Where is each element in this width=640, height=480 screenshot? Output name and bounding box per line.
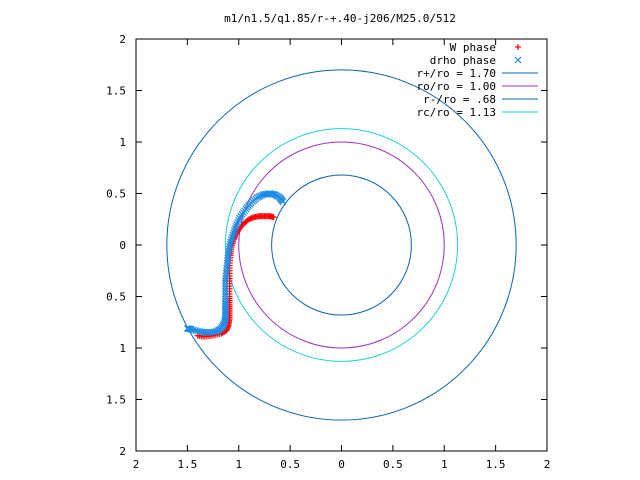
data-point [233, 220, 241, 228]
data-points [183, 190, 287, 340]
data-point [232, 223, 240, 230]
chart-title: m1/n1.5/q1.85/r-+.40-j206/M25.0/512 [224, 12, 456, 25]
legend-label: rc/ro = 1.13 [417, 106, 496, 119]
y-tick-label: 1.5 [106, 85, 126, 98]
data-point [222, 275, 230, 282]
data-point [235, 216, 243, 224]
data-point [229, 231, 237, 239]
data-point [219, 329, 226, 336]
data-point [234, 218, 242, 226]
x-tick-label: 2 [544, 458, 551, 471]
y-tick-label: 0.5 [106, 188, 126, 201]
circle-3 [224, 128, 459, 362]
x-tick-label: 1.5 [177, 458, 197, 471]
legend-label: r+/ro = 1.70 [417, 67, 496, 80]
circle-1 [238, 141, 445, 349]
data-point [231, 225, 239, 232]
data-point [221, 290, 229, 298]
legend-marker [514, 56, 522, 64]
data-point [230, 229, 238, 237]
x-tick-label: 1 [235, 458, 242, 471]
x-tick-label: 2 [133, 458, 140, 471]
legend-label: ro/ro = 1.00 [417, 80, 496, 93]
legend-label: drho phase [430, 54, 496, 67]
legend-marker [515, 44, 521, 50]
x-tick-label: 0.5 [383, 458, 403, 471]
data-point [183, 325, 191, 332]
series-1 [183, 190, 287, 336]
reference-circles [166, 69, 517, 421]
data-point [228, 233, 236, 241]
data-point [236, 214, 244, 222]
x-tick-label: 0.5 [280, 458, 300, 471]
data-point [196, 328, 204, 335]
data-point [221, 293, 229, 300]
data-point [221, 277, 229, 285]
x-tick-label: 1 [441, 458, 448, 471]
data-point [221, 282, 229, 290]
axis-ticks: 2 1.5 1 0.5 0 0.5 1 1.5 221.510.500.511.52 [106, 33, 550, 471]
circle-2 [271, 174, 412, 316]
y-tick-label: 1.5 [106, 394, 126, 407]
circle-0 [166, 69, 517, 421]
y-tick-label: 0 [119, 239, 126, 252]
y-tick-label: 1 [119, 136, 126, 149]
data-point [194, 327, 202, 335]
data-point [221, 287, 229, 295]
y-tick-label: 1 [119, 342, 126, 355]
legend-label: W phase [450, 41, 496, 54]
y-tick-label: 0.5 [106, 291, 126, 304]
x-tick-label: 0 [338, 458, 345, 471]
data-point [221, 280, 229, 288]
data-point [237, 212, 245, 220]
x-tick-label: 1.5 [486, 458, 506, 471]
y-tick-label: 2 [119, 33, 126, 46]
data-point [221, 285, 229, 293]
legend-label: r-/ro = .68 [423, 93, 496, 106]
y-tick-label: 2 [119, 445, 126, 458]
data-point [192, 327, 200, 334]
data-point [230, 227, 238, 235]
